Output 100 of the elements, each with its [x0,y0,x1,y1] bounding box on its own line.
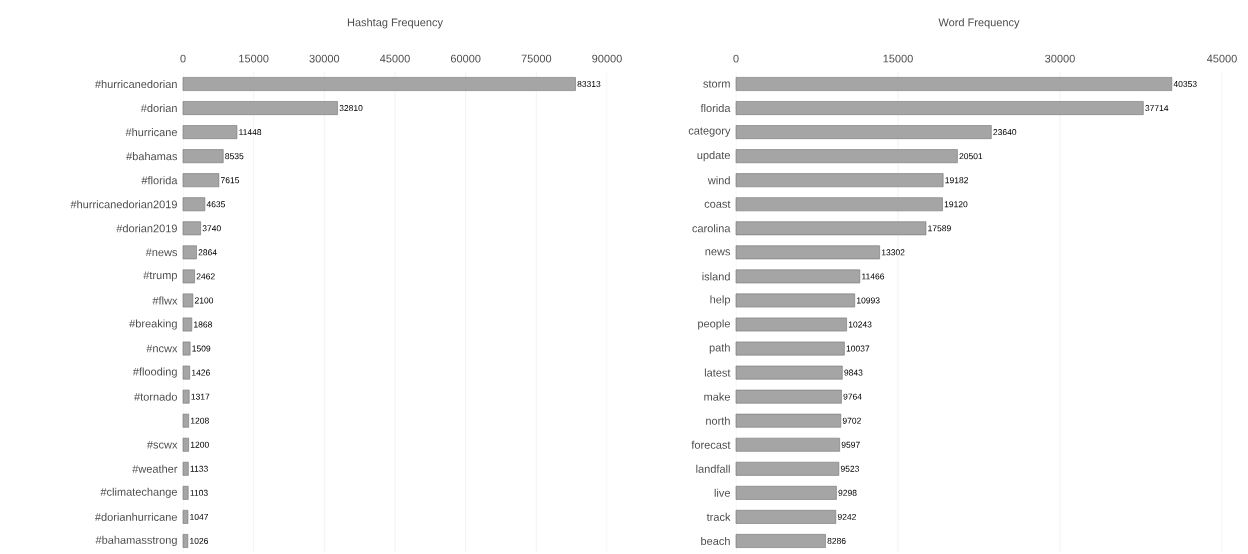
bar [182,485,189,500]
data-label: 32810 [339,105,363,112]
bar [182,365,191,380]
y-tick-label: #news [145,248,178,257]
bar [182,461,189,476]
y-tick-label: people [698,319,730,330]
y-tick-label: coast [704,200,731,208]
y-tick-label: florida [700,104,731,113]
bar [735,245,880,260]
y-tick-label: #flwx [152,296,178,305]
bar [735,365,843,380]
data-label: 1208 [190,417,209,424]
bar [735,125,992,139]
y-tick-label: #bahamasstrong [95,535,177,547]
y-tick-label: category [688,127,731,137]
y-tick-label: #breaking [129,319,177,330]
bar [182,389,190,404]
data-label: 20501 [959,153,983,160]
y-tick-label: beach [701,536,730,545]
bar [182,269,195,284]
bar [735,534,826,548]
y-tick-label: #tornado [134,392,177,401]
bar [735,77,1173,91]
y-tick-label: #hurricanedorian2019 [70,200,177,209]
x-tick-label: 90000 [592,54,622,63]
data-label: 19120 [944,201,968,208]
y-tick-label: #hurricanedorian [94,79,177,89]
bar [182,197,206,212]
data-label: 83313 [577,81,601,88]
data-label: 1426 [192,369,210,376]
y-tick-label: landfall [696,464,730,473]
y-tick-label: wind [707,176,730,185]
bar [735,389,842,404]
data-label: 1026 [190,537,209,544]
y-tick-label: #bahamas [126,152,178,161]
data-label: 9764 [843,393,862,400]
y-tick-label: #dorian2019 [116,224,177,233]
bar [182,509,189,524]
x-tick-label: 30000 [1045,54,1075,63]
x-tick-label: 15000 [883,54,913,63]
y-tick-label: make [704,392,730,401]
x-tick-label: 60000 [450,54,481,63]
y-tick-label: #hurricane [125,128,177,137]
bar [735,413,842,428]
bar [735,101,1144,115]
bar [182,77,576,91]
bar [735,341,845,356]
y-tick-label: path [709,343,730,354]
data-label: 1200 [190,441,209,448]
y-tick-label: #florida [141,176,178,185]
y-tick-label: #trump [143,271,178,282]
x-tick-label: 45000 [1206,54,1237,63]
bar [182,245,197,260]
data-label: 17589 [928,225,951,232]
data-label: 10243 [848,321,872,328]
bar [735,509,837,524]
data-label: 1317 [191,393,210,400]
bar [735,293,856,308]
bar [735,221,927,236]
y-tick-label: live [714,488,730,497]
bar [735,461,840,476]
bar [735,197,943,212]
y-tick-label: help [710,295,730,306]
data-label: 1868 [194,321,212,328]
y-tick-label: carolina [692,224,731,233]
y-tick-label: track [706,512,731,521]
bar [182,293,194,308]
data-label: 9702 [842,417,861,424]
chart-title: Word Frequency [938,18,1020,29]
y-tick-label: north [706,416,730,425]
data-label: 9298 [838,489,857,496]
x-tick-label: 0 [733,54,739,63]
bar [182,317,193,332]
data-label: 1509 [192,345,211,352]
data-label: 11466 [862,273,885,280]
data-label: 3740 [202,225,221,232]
y-tick-label: #ncwx [146,344,178,353]
y-tick-label: latest [704,368,731,377]
data-label: 10993 [857,297,880,304]
data-label: 9843 [844,369,863,376]
data-label: 19182 [945,177,968,184]
data-label: 40353 [1173,81,1197,88]
data-label: 2100 [194,297,214,304]
data-label: 37714 [1145,105,1169,112]
bar [182,534,189,548]
x-tick-label: 0 [180,54,186,63]
y-tick-label: island [702,272,730,281]
bar [182,341,191,356]
bar [735,149,958,164]
bar [182,413,189,428]
y-tick-label: storm [703,80,730,88]
data-label: 9242 [837,513,856,520]
bar [182,101,338,115]
data-label: 9523 [840,465,860,472]
data-label: 8535 [225,153,244,160]
bar [182,149,224,164]
x-tick-label: 75000 [521,54,552,63]
data-label: 4635 [206,201,226,208]
bar [182,437,189,452]
data-label: 10037 [846,345,870,352]
